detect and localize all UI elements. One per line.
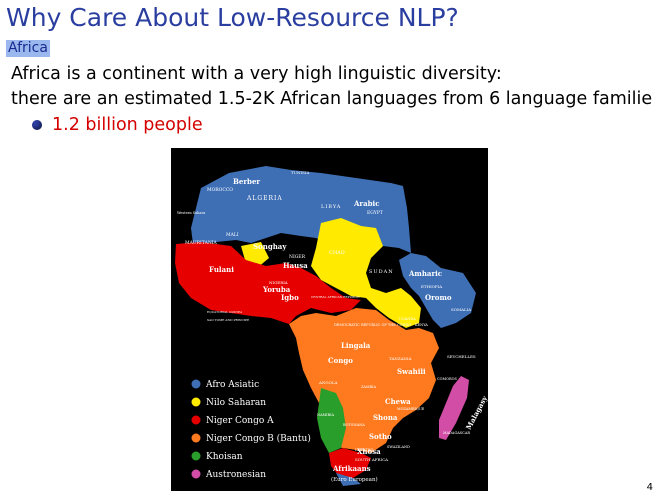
label-hausa: Hausa	[283, 261, 308, 270]
country-morocco: MOROCCO	[207, 187, 233, 193]
label-xhosa: Xhosa	[357, 447, 381, 456]
country-swaziland: SWAZILAND	[387, 445, 410, 449]
legend-label-3: Niger Congo B (Bantu)	[206, 433, 311, 444]
country-western-sahara: Western Sahara	[177, 211, 205, 215]
country-kenya: KENYA	[415, 323, 428, 327]
label-berber: Berber	[233, 177, 260, 186]
country-seychelles: SEYCHELLES	[447, 354, 476, 359]
country-drc: DEMOCRATIC REPUBLIC OF THE CONGO	[334, 323, 411, 327]
country-lesotho: LESOTHO	[355, 448, 374, 452]
label-congo: Congo	[328, 356, 353, 365]
region-nilo-saharan	[311, 218, 421, 328]
legend-swatch-2	[191, 415, 201, 425]
label-shona: Shona	[373, 413, 398, 422]
label-swahili: Swahili	[397, 367, 426, 376]
legend-label-2: Niger Congo A	[206, 416, 274, 426]
bullet-item: 1.2 billion people	[32, 115, 203, 135]
legend-swatch-1	[191, 397, 201, 407]
country-angola: ANGOLA	[318, 380, 338, 385]
country-namibia: NAMIBIA	[317, 413, 335, 417]
map-legend: Afro Asiatic Nilo Saharan Niger Congo A …	[191, 379, 311, 480]
country-tanzania: TANZANIA	[389, 356, 412, 361]
label-sotho: Sotho	[369, 432, 392, 441]
body-line-1: Africa is a continent with a very high l…	[11, 64, 502, 84]
country-somalia: SOMALIA	[451, 307, 471, 312]
bullet-dot-icon	[32, 120, 42, 130]
label-lingala: Lingala	[341, 341, 371, 350]
label-amharic: Amharic	[408, 269, 442, 278]
region-afro-asiatic-horn	[399, 253, 476, 328]
page-number: 4	[646, 482, 653, 493]
label-fulani: Fulani	[209, 265, 234, 274]
label-songhay: Songhay	[253, 242, 287, 251]
country-mauritania: MAURITANIA	[185, 240, 218, 246]
label-afrikaans: Afrikaans	[332, 464, 371, 473]
legend-label-5: Austronesian	[205, 470, 266, 480]
country-libya: LIBYA	[321, 204, 341, 210]
country-niger: NIGER	[289, 254, 306, 260]
country-nigeria: NIGERIA	[269, 280, 288, 285]
label-igbo: Igbo	[281, 293, 299, 302]
country-mali: MALI	[226, 232, 239, 238]
region-south-tip	[329, 448, 371, 478]
region-austronesian	[439, 376, 469, 440]
region-south-euro	[336, 473, 361, 486]
country-ethiopia: ETHIOPIA	[421, 284, 442, 289]
country-mozambique: MOZAMBIQUE	[397, 407, 425, 411]
label-chewa: Chewa	[385, 397, 411, 406]
label-euro: (Euro European)	[331, 476, 378, 483]
country-algeria: ALGERIA	[246, 195, 283, 202]
region-khoisan	[317, 388, 346, 453]
body-line-2: there are an estimated 1.5-2K African la…	[11, 89, 653, 109]
legend-swatch-5	[191, 469, 201, 479]
country-sudan: SUDAN	[369, 269, 394, 275]
country-chad: CHAD	[329, 250, 345, 256]
country-sao-tome: SAO TOME AND PRINCIPE	[207, 318, 249, 322]
country-comoros: COMOROS	[437, 377, 458, 381]
label-arabic: Arabic	[353, 199, 379, 208]
slide-title: Why Care About Low-Resource NLP?	[6, 3, 459, 32]
country-tunisia: TUNISIA	[291, 170, 309, 175]
region-niger-congo-a	[175, 242, 361, 324]
africa-language-map: Berber Arabic Songhay Hausa Fulani Yorub…	[171, 148, 488, 491]
legend-swatch-3	[191, 433, 201, 443]
country-car: CENTRAL AFRICAN REPUBLIC	[311, 295, 361, 299]
legend-swatch-0	[191, 379, 201, 389]
legend-label-0: Afro Asiatic	[205, 380, 259, 390]
bullet-text: 1.2 billion people	[52, 115, 203, 135]
label-oromo: Oromo	[425, 293, 452, 302]
country-uganda: UGANDA	[399, 317, 416, 321]
country-south-africa: SOUTH AFRICA	[355, 457, 388, 462]
country-equatorial-guinea: EQUATORIAL GUINEA	[207, 310, 243, 314]
legend-label-4: Khoisan	[206, 452, 243, 462]
country-madagascar: MADAGASCAR	[443, 431, 470, 435]
country-egypt: EGYPT	[367, 210, 383, 216]
legend-label-1: Nilo Saharan	[206, 398, 266, 408]
section-label: Africa	[6, 40, 50, 57]
country-botswana: BOTSWANA	[343, 423, 365, 427]
label-yoruba: Yoruba	[262, 285, 291, 294]
legend-swatch-4	[191, 451, 201, 461]
country-zambia: ZAMBIA	[361, 385, 376, 389]
